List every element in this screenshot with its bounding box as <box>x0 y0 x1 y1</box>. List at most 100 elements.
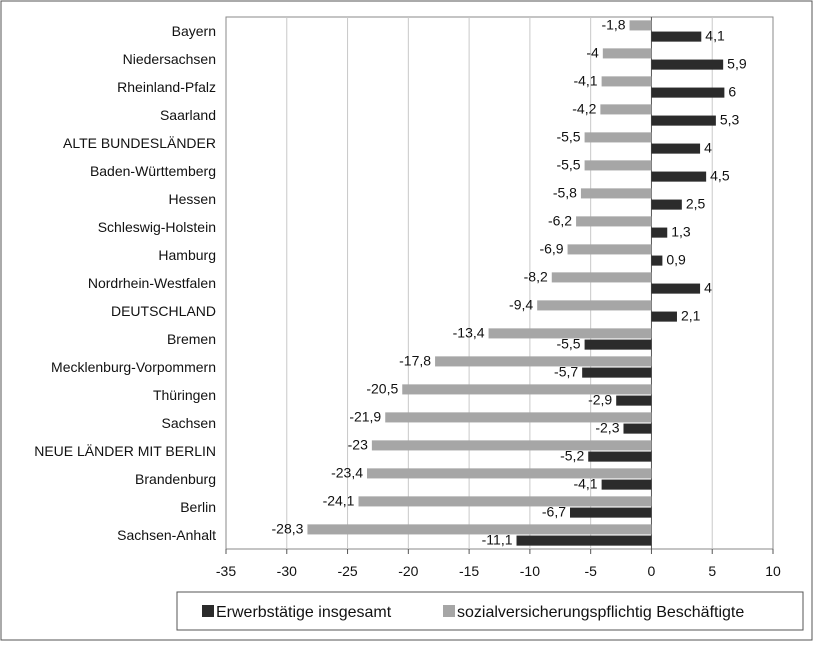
legend-swatch-sozialversicherung <box>443 605 455 617</box>
data-label: -5,2 <box>560 448 584 464</box>
data-label: 0,9 <box>666 252 686 268</box>
data-label: -1,8 <box>601 16 625 32</box>
bar-sozialversicherung <box>358 496 652 507</box>
category-label: Bayern <box>172 23 216 39</box>
legend-frame <box>176 591 804 631</box>
data-label: 4 <box>704 280 712 296</box>
category-label: Bremen <box>167 331 216 347</box>
data-label: -8,2 <box>524 268 548 284</box>
data-label: -5,8 <box>553 184 577 200</box>
data-label: -28,3 <box>272 520 304 536</box>
data-label: 2,5 <box>686 196 706 212</box>
category-label: Schleswig-Holstein <box>98 219 216 235</box>
data-label: -24,1 <box>323 492 355 508</box>
bar-sozialversicherung <box>537 300 652 311</box>
bar-erwerbstaetige <box>584 339 652 350</box>
bar-sozialversicherung <box>584 132 652 143</box>
x-tick-label: -10 <box>520 563 540 579</box>
category-label: Hamburg <box>158 247 216 263</box>
bar-sozialversicherung <box>602 48 652 59</box>
legend-swatch-erwerbstaetige <box>202 605 214 617</box>
bar-sozialversicherung <box>580 188 652 199</box>
bar-sozialversicherung <box>488 328 652 339</box>
category-label: Rheinland-Pfalz <box>117 79 216 95</box>
bar-sozialversicherung <box>600 104 652 115</box>
data-label: 2,1 <box>681 308 701 324</box>
x-tick-label: 0 <box>648 563 656 579</box>
data-label: -9,4 <box>509 296 533 312</box>
bar-sozialversicherung <box>584 160 652 171</box>
grid-lines <box>286 17 713 549</box>
data-label: -6,9 <box>539 240 563 256</box>
bar-erwerbstaetige <box>651 31 702 42</box>
data-label: -5,5 <box>556 156 580 172</box>
x-tick-label: 5 <box>708 563 716 579</box>
bar-erwerbstaetige <box>651 199 682 210</box>
bar-erwerbstaetige <box>651 255 663 266</box>
bar-erwerbstaetige <box>601 479 652 490</box>
bar-sozialversicherung <box>576 216 652 227</box>
data-label: -2,3 <box>595 420 619 436</box>
bar-sozialversicherung <box>629 20 652 31</box>
data-label: -5,5 <box>556 128 580 144</box>
category-label: Thüringen <box>153 387 216 403</box>
data-label: 5,9 <box>727 56 747 72</box>
data-label: -5,7 <box>554 364 578 380</box>
bar-sozialversicherung <box>367 468 652 479</box>
bar-erwerbstaetige <box>623 423 652 434</box>
x-tick-label: -35 <box>216 563 236 579</box>
bar-erwerbstaetige <box>651 143 701 154</box>
value-labels: -1,8 4,1 -4 5,9 -4,1 6 -4,2 5,3 -5,5 4 -5,5 4,5 -5,8… <box>272 16 747 547</box>
bar-sozialversicherung <box>385 412 652 423</box>
data-label: -23 <box>348 436 368 452</box>
data-label: 6 <box>728 84 736 100</box>
bar-erwerbstaetige <box>651 115 716 126</box>
data-label: -23,4 <box>331 464 363 480</box>
bar-erwerbstaetige <box>588 451 652 462</box>
plot-area <box>225 16 774 550</box>
bar-sozialversicherung <box>601 76 652 87</box>
bar-erwerbstaetige <box>616 395 652 406</box>
bar-erwerbstaetige <box>516 535 652 546</box>
bar-erwerbstaetige <box>651 283 701 294</box>
data-label: -6,2 <box>548 212 572 228</box>
data-label: 4,5 <box>710 168 730 184</box>
bar-sozialversicherung <box>402 384 652 395</box>
category-labels: Bayern Niedersachsen Rheinland-Pfalz Saarla… <box>34 23 216 543</box>
x-tick-label: -15 <box>459 563 479 579</box>
legend: Erwerbstätige insgesamt sozialversicheru… <box>176 591 804 631</box>
data-label: -17,8 <box>399 352 431 368</box>
data-label: -4,1 <box>573 72 597 88</box>
category-label: DEUTSCHLAND <box>111 303 216 319</box>
bar-sozialversicherung <box>435 356 652 367</box>
bar-sozialversicherung <box>371 440 652 451</box>
category-label: NEUE LÄNDER MIT BERLIN <box>34 443 216 459</box>
data-label: -5,5 <box>556 336 580 352</box>
bar-sozialversicherung <box>551 272 652 283</box>
x-tick-label: 10 <box>765 563 781 579</box>
bar-erwerbstaetige <box>570 507 652 518</box>
category-label: Sachsen <box>162 415 216 431</box>
bar-erwerbstaetige <box>582 367 652 378</box>
x-tick-label: -20 <box>398 563 418 579</box>
bar-erwerbstaetige <box>651 59 724 70</box>
x-tick-label: -5 <box>584 563 597 579</box>
category-label: Sachsen-Anhalt <box>117 527 216 543</box>
data-label: 5,3 <box>720 112 740 128</box>
x-axis-ticks: -35 -30 -25 -20 -15 -10 -5 0 5 10 <box>216 549 781 579</box>
data-label: -21,9 <box>349 408 381 424</box>
bar-erwerbstaetige <box>651 311 677 322</box>
category-label: Niedersachsen <box>123 51 216 67</box>
category-label: Mecklenburg-Vorpommern <box>51 359 216 375</box>
data-label: 1,3 <box>671 224 691 240</box>
x-tick-label: -25 <box>337 563 357 579</box>
legend-label-erwerbstaetige: Erwerbstätige insgesamt <box>216 604 392 621</box>
category-label: ALTE BUNDESLÄNDER <box>63 135 216 151</box>
bar-erwerbstaetige <box>651 227 668 238</box>
category-label: Berlin <box>180 499 216 515</box>
bars <box>307 20 725 546</box>
bar-sozialversicherung <box>567 244 652 255</box>
bar-sozialversicherung <box>307 524 652 535</box>
